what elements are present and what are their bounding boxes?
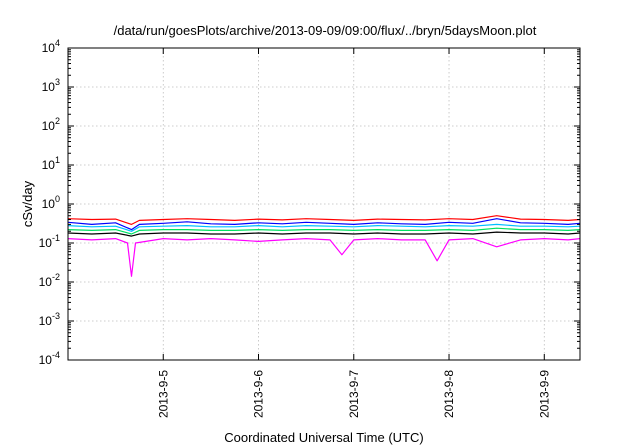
x-tick-label: 2013-9-7 — [347, 370, 361, 418]
series-line — [67, 227, 581, 235]
series-line — [67, 231, 581, 237]
y-tick-label: 102 — [42, 116, 60, 133]
series-line — [67, 238, 581, 277]
series-line — [67, 218, 581, 231]
series-line — [67, 215, 581, 225]
data-series — [67, 215, 581, 277]
x-tick-label: 2013-9-8 — [442, 370, 456, 418]
grid-lines — [68, 48, 580, 360]
y-axis-label: cSv/day — [20, 180, 35, 227]
x-axis: 2013-9-5 2013-9-6 2013-9-7 2013-9-8 2013-9-9 — [156, 48, 551, 418]
y-tick-label: 101 — [42, 155, 60, 172]
x-axis-label: Coordinated Universal Time (UTC) — [224, 430, 423, 445]
y-tick-label: 10-1 — [39, 233, 60, 250]
chart-title: /data/run/goesPlots/archive/2013-09-09/0… — [114, 23, 537, 38]
y-tick-label: 103 — [42, 77, 60, 94]
y-tick-label: 10-2 — [39, 272, 60, 289]
y-tick-label: 10-4 — [39, 350, 60, 367]
y-tick-label: 100 — [42, 194, 60, 211]
y-tick-label: 104 — [42, 38, 60, 55]
y-tick-label: 10-3 — [39, 311, 60, 328]
x-tick-label: 2013-9-6 — [252, 370, 266, 418]
series-line — [67, 223, 581, 232]
y-axis: 10-4 10-3 10-2 10-1 100 101 102 103 104 — [39, 38, 580, 367]
x-tick-label: 2013-9-5 — [156, 370, 170, 418]
x-tick-label: 2013-9-9 — [537, 370, 551, 418]
